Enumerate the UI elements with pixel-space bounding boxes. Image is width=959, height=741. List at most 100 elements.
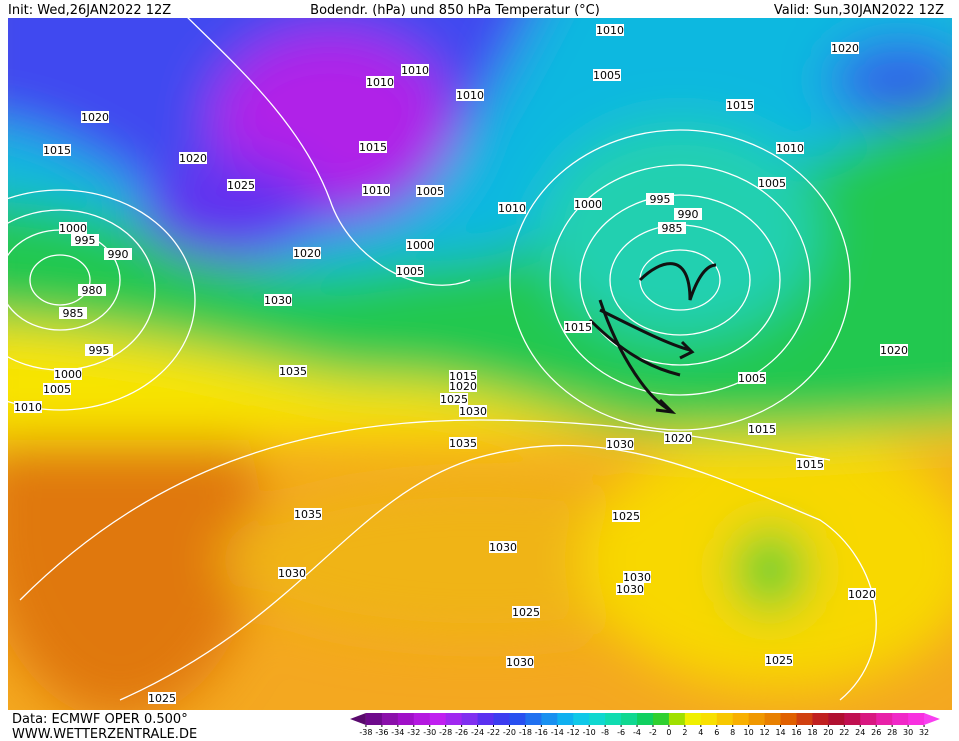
data-source: Data: ECMWF OPER 0.500° bbox=[12, 712, 188, 727]
colorbar-tick-label: -22 bbox=[487, 728, 500, 737]
isobar-label: 1010 bbox=[456, 89, 484, 102]
colorbar-tick-label: 18 bbox=[807, 728, 817, 737]
label-box bbox=[459, 405, 487, 417]
isobar-label: 1020 bbox=[293, 247, 321, 260]
isobar-label: 1010 bbox=[401, 64, 429, 77]
label-box bbox=[449, 380, 477, 392]
label-box bbox=[606, 438, 634, 450]
colorbar-tick-label: -30 bbox=[423, 728, 436, 737]
colorbar-tick-label: -6 bbox=[617, 728, 625, 737]
label-box bbox=[738, 372, 766, 384]
colorbar-segment bbox=[908, 713, 925, 725]
map-title: Bodendr. (hPa) und 850 hPa Temperatur (°… bbox=[310, 3, 600, 18]
colorbar-tick-label: -4 bbox=[633, 728, 641, 737]
label-box bbox=[646, 193, 674, 205]
isobar-label: 995 bbox=[650, 193, 671, 206]
label-box bbox=[359, 141, 387, 153]
colorbar-segment bbox=[668, 713, 686, 725]
colorbar-segment bbox=[525, 713, 542, 725]
colorbar-segment bbox=[860, 713, 877, 725]
label-box bbox=[440, 393, 468, 405]
colorbar-tick-label: -12 bbox=[567, 728, 580, 737]
colorbar-segment bbox=[652, 713, 670, 725]
label-box bbox=[593, 69, 621, 81]
label-box bbox=[104, 248, 132, 260]
colorbar-tick-label: 20 bbox=[823, 728, 833, 737]
isobar-label: 1020 bbox=[449, 380, 477, 393]
colorbar-segment bbox=[716, 713, 734, 725]
isobar-label: 1005 bbox=[593, 69, 621, 82]
colorbar-tick-label: -32 bbox=[407, 728, 420, 737]
drawn-arrows bbox=[588, 262, 717, 415]
label-box bbox=[54, 368, 82, 380]
isobar-label: 1015 bbox=[564, 321, 592, 334]
isobar-label: 1015 bbox=[449, 370, 477, 383]
init-time: Init: Wed,26JAN2022 12Z bbox=[8, 3, 171, 18]
label-box bbox=[264, 294, 292, 306]
colorbar-segment bbox=[557, 713, 574, 725]
colorbar-tick-label: -8 bbox=[601, 728, 609, 737]
label-box bbox=[14, 401, 42, 413]
isobar-label: 1025 bbox=[227, 179, 255, 192]
colorbar-segment bbox=[844, 713, 861, 725]
label-box bbox=[362, 184, 390, 196]
label-box bbox=[596, 24, 624, 36]
colorbar-segment bbox=[397, 713, 415, 725]
isobar-label: 1010 bbox=[498, 202, 526, 215]
isobar-label: 1010 bbox=[14, 401, 42, 414]
label-box bbox=[85, 344, 113, 356]
colorbar-segment bbox=[684, 713, 702, 725]
colorbar-tick-label: -24 bbox=[471, 728, 484, 737]
label-box bbox=[59, 222, 87, 234]
label-box bbox=[796, 458, 824, 470]
isobar-label: 985 bbox=[63, 307, 84, 320]
colorbar: -38 -36 -34 -32 -30 -28 -26 -24 -22 -20 -18 -16 -14-… bbox=[350, 713, 940, 737]
isobar-label: 1020 bbox=[179, 152, 207, 165]
isobar-label: 1035 bbox=[449, 437, 477, 450]
colorbar-tick-label: 6 bbox=[714, 728, 719, 737]
colorbar-tick-label: 4 bbox=[698, 728, 703, 737]
colorbar-tick-label: 14 bbox=[775, 728, 785, 737]
colorbar-tick-label: -10 bbox=[583, 728, 596, 737]
colorbar-segment bbox=[413, 713, 431, 725]
colorbar-tick-label: -20 bbox=[503, 728, 516, 737]
colorbar-tick-label: -26 bbox=[455, 728, 468, 737]
isobar-label: 1005 bbox=[43, 383, 71, 396]
isobar-label: 1030 bbox=[489, 541, 517, 554]
isobar-label: 1020 bbox=[664, 432, 692, 445]
colorbar-tick-label: -36 bbox=[375, 728, 388, 737]
isobar-label: 1025 bbox=[148, 692, 176, 705]
label-box bbox=[406, 239, 434, 251]
label-box bbox=[78, 284, 106, 296]
isobar-label: 980 bbox=[82, 284, 103, 297]
colorbar-segment bbox=[828, 713, 845, 725]
label-box bbox=[294, 508, 322, 520]
isobar-label: 1025 bbox=[765, 654, 793, 667]
colorbar-tick-label: 24 bbox=[855, 728, 865, 737]
isobar-label: 1020 bbox=[848, 588, 876, 601]
label-box bbox=[179, 152, 207, 164]
colorbar-segment bbox=[589, 713, 606, 725]
label-box bbox=[416, 185, 444, 197]
label-box bbox=[498, 202, 526, 214]
isobar-label: 1000 bbox=[574, 198, 602, 211]
colorbar-segment bbox=[876, 713, 893, 725]
label-box bbox=[564, 321, 592, 333]
isobar-label: 1020 bbox=[831, 42, 859, 55]
isobar-label: 1025 bbox=[440, 393, 468, 406]
label-box bbox=[616, 583, 644, 595]
label-box bbox=[43, 383, 71, 395]
label-box bbox=[512, 606, 540, 618]
isobar-label: 1030 bbox=[459, 405, 487, 418]
colorbar-segment bbox=[812, 713, 829, 725]
isobar-label: 1035 bbox=[294, 508, 322, 521]
isobar-label: 1015 bbox=[796, 458, 824, 471]
isobar-label: 1015 bbox=[726, 99, 754, 112]
colorbar-tick-label: 26 bbox=[871, 728, 881, 737]
site: WWW.WETTERZENTRALE.DE bbox=[12, 727, 197, 741]
label-box bbox=[776, 142, 804, 154]
colorbar-segment bbox=[365, 713, 383, 725]
label-box bbox=[623, 571, 651, 583]
